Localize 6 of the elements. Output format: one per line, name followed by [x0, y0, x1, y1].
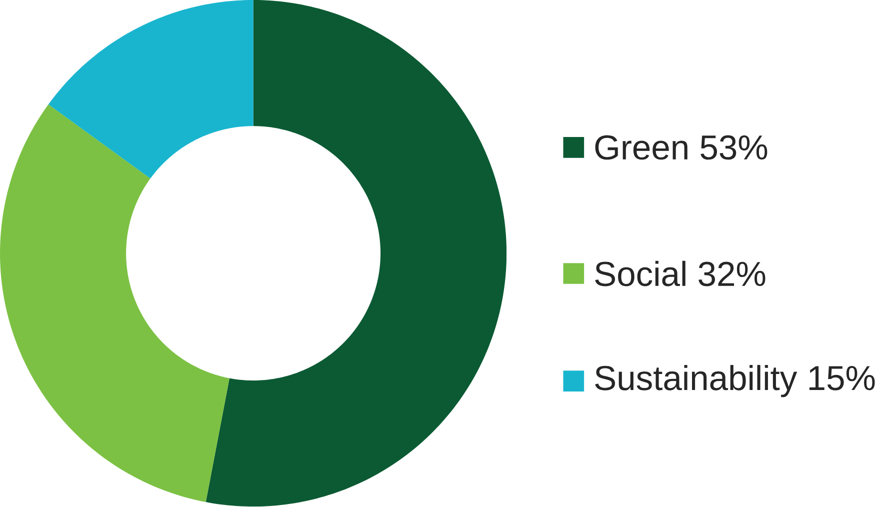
- data-label: 32%: [698, 262, 766, 286]
- data-label: 53%: [700, 135, 768, 160]
- legend-label: Green: [595, 135, 688, 160]
- data-label: 15%: [809, 366, 875, 391]
- legend-label: Sustainability: [595, 365, 798, 398]
- legend-label: Social: [595, 261, 686, 286]
